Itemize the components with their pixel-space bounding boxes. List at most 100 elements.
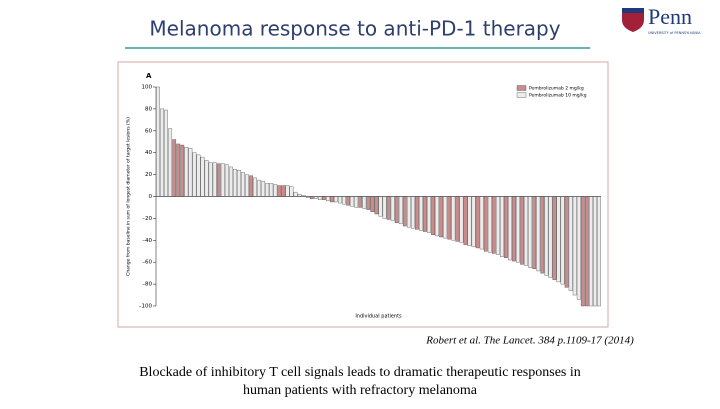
bar — [479, 196, 484, 250]
bar — [568, 196, 573, 291]
bar — [487, 196, 492, 253]
bar — [366, 196, 371, 210]
bar — [402, 196, 407, 227]
bar — [398, 196, 403, 225]
bar — [540, 196, 545, 274]
bar — [192, 152, 197, 197]
bar — [172, 139, 177, 197]
bar — [200, 156, 205, 197]
logo-shield — [622, 8, 644, 32]
bar — [597, 196, 601, 307]
bar — [483, 196, 488, 252]
bar — [455, 196, 460, 242]
y-tick-label: 0 — [149, 194, 153, 200]
bar — [419, 196, 423, 231]
bar — [516, 196, 520, 263]
bar — [342, 196, 346, 205]
bar — [431, 196, 435, 236]
bar — [257, 179, 262, 197]
bar — [572, 196, 577, 296]
caption-line: Blockade of inhibitory T cell signals le… — [139, 365, 581, 380]
bar — [435, 196, 440, 237]
bar — [176, 143, 181, 197]
bar — [233, 168, 237, 197]
bar — [188, 148, 193, 197]
bar — [281, 185, 286, 197]
bar — [406, 196, 411, 228]
y-tick-label: 100 — [142, 85, 153, 91]
panel-label: A — [146, 72, 152, 80]
legend-swatch — [516, 92, 527, 98]
bar — [241, 172, 245, 197]
bar — [237, 170, 241, 197]
bar — [386, 196, 391, 220]
bar — [495, 196, 500, 255]
bar — [338, 196, 342, 204]
bar — [293, 191, 298, 197]
bar — [220, 163, 225, 197]
bar — [224, 164, 229, 197]
bar — [471, 196, 476, 248]
bar — [160, 108, 164, 197]
bar — [532, 196, 537, 269]
bar — [504, 196, 508, 258]
bar — [208, 162, 213, 197]
bar — [512, 196, 516, 262]
bar — [228, 166, 233, 197]
bar — [184, 147, 189, 197]
y-tick-label: 80 — [145, 106, 152, 112]
y-tick-label: 60 — [145, 128, 152, 134]
bar — [580, 196, 585, 307]
bar — [589, 196, 593, 307]
bar — [317, 196, 322, 200]
bar — [297, 194, 302, 197]
bar — [245, 174, 249, 197]
bar — [309, 196, 314, 199]
bar — [370, 196, 375, 213]
bar — [508, 196, 512, 261]
bar — [269, 183, 274, 197]
bar — [354, 196, 359, 208]
bar — [156, 86, 160, 197]
y-tick-label: 20 — [145, 172, 152, 178]
bar — [374, 196, 379, 215]
bar — [423, 196, 427, 232]
bar — [330, 196, 334, 203]
bar — [249, 175, 253, 197]
bar — [285, 185, 290, 197]
bar — [520, 196, 524, 265]
bar — [334, 196, 338, 203]
bar — [459, 196, 464, 243]
x-axis-label: Individual patients — [355, 314, 402, 320]
slide-title: Melanoma response to anti-PD-1 therapy — [149, 17, 560, 41]
bar — [463, 196, 468, 245]
bar — [204, 160, 209, 197]
citation: Robert et al. The Lancet. 384 p.1109-17 … — [425, 335, 634, 347]
bar — [548, 196, 553, 278]
caption-line: human patients with refractory melanoma — [243, 383, 478, 398]
bar — [528, 196, 533, 268]
bar — [212, 162, 217, 197]
bar — [415, 196, 419, 230]
bar — [500, 196, 504, 257]
bar — [350, 196, 355, 207]
bar — [180, 144, 185, 197]
bar — [411, 196, 415, 229]
legend-label: Pembrolizumab 2 mg/kg — [529, 86, 584, 92]
bar — [443, 196, 448, 239]
legend-swatch — [516, 85, 527, 91]
bar — [362, 196, 367, 209]
logo-shield-band — [622, 8, 644, 13]
logo-name: Penn — [648, 4, 692, 29]
y-tick-label: –40 — [142, 238, 152, 244]
bar — [451, 196, 456, 241]
bar — [346, 196, 351, 206]
bar — [394, 196, 399, 223]
bar — [576, 196, 581, 300]
bar — [322, 196, 326, 200]
bar — [447, 196, 452, 240]
bar — [216, 163, 221, 197]
bar — [564, 196, 569, 288]
